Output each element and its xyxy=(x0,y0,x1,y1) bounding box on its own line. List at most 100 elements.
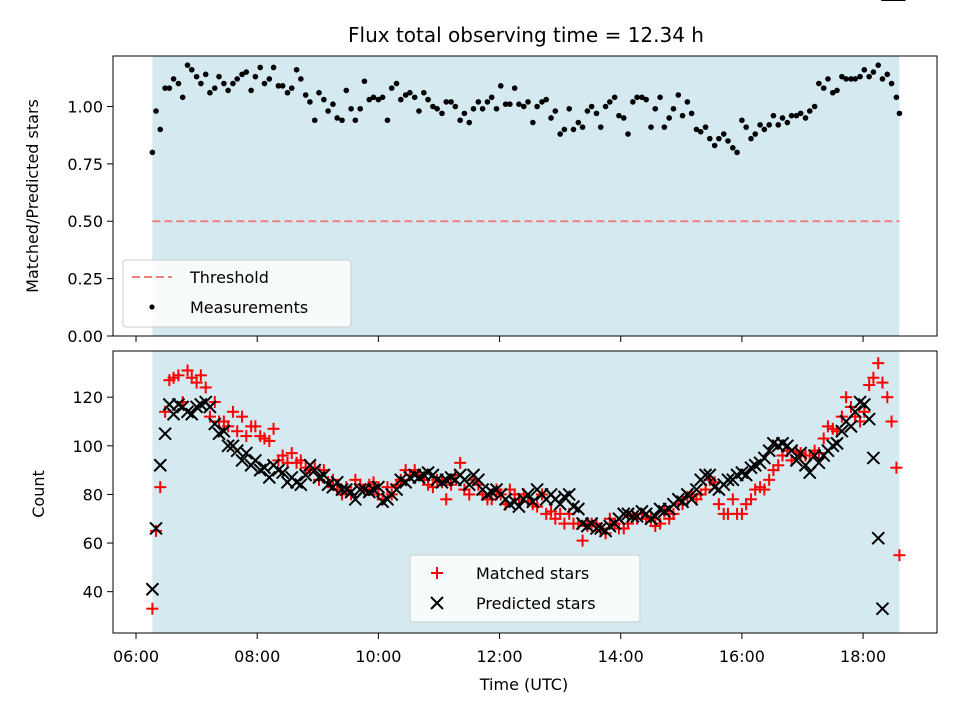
measurement-point xyxy=(221,80,227,87)
measurement-point xyxy=(730,145,736,151)
measurement-point xyxy=(179,94,186,101)
y-tick-label: 0.00 xyxy=(67,327,103,346)
matched-star-point xyxy=(308,461,321,474)
measurement-point xyxy=(797,110,804,117)
measurement-point xyxy=(316,89,322,96)
matched-star-point xyxy=(867,371,880,384)
measurement-point xyxy=(875,62,882,68)
predicted-star-point xyxy=(262,470,277,485)
y-tick-label: 60 xyxy=(83,534,103,553)
measurement-point xyxy=(607,99,613,105)
measurement-point xyxy=(652,105,659,112)
matched-star-point xyxy=(231,425,244,438)
measurement-point xyxy=(288,85,295,91)
measurement-point xyxy=(475,99,482,105)
predicted-star-point xyxy=(217,424,231,438)
measurement-point xyxy=(334,115,340,121)
measurement-point xyxy=(884,71,891,78)
measurement-point xyxy=(497,83,504,89)
predicted-star-point xyxy=(471,473,486,487)
measurement-point xyxy=(157,126,164,133)
bottom-axes-frame xyxy=(112,350,938,634)
predicted-star-point xyxy=(626,509,640,524)
predicted-star-point xyxy=(875,601,890,616)
measurement-point xyxy=(666,115,672,121)
x-tick-label: 12:00 xyxy=(476,647,522,666)
measurement-point xyxy=(357,105,364,112)
measurement-point xyxy=(806,108,813,114)
predicted-star-point xyxy=(294,477,308,492)
measurement-point xyxy=(857,73,863,80)
predicted-star-point xyxy=(235,453,249,468)
matched-star-point xyxy=(276,449,289,462)
measurement-point xyxy=(543,96,550,103)
measurement-point xyxy=(630,99,636,105)
measurement-point xyxy=(843,76,849,82)
predicted-star-point xyxy=(149,521,163,536)
measurement-point xyxy=(588,103,595,110)
measurement-point xyxy=(520,103,527,110)
measurement-point xyxy=(620,115,627,121)
matched-star-point xyxy=(285,447,298,460)
measurement-point xyxy=(175,80,182,87)
measurement-point xyxy=(770,112,777,119)
matched-star-point xyxy=(872,357,885,370)
measurement-point xyxy=(234,76,241,82)
bottom-y-axis-label: Count xyxy=(29,470,48,518)
top-y-ticks: 0.00 0.25 0.50 0.75 1.00 xyxy=(67,97,113,346)
y-tick-label: 1.00 xyxy=(67,97,103,116)
measurement-point xyxy=(716,135,722,142)
matched-star-point xyxy=(858,405,871,418)
measurement-point xyxy=(811,103,818,110)
measurements-series xyxy=(149,62,903,156)
measurement-point xyxy=(402,92,409,98)
measurement-point xyxy=(330,101,336,107)
measurement-point xyxy=(461,110,468,117)
measurement-point xyxy=(230,80,236,87)
predicted-star-point xyxy=(844,419,858,434)
measurement-point xyxy=(493,105,500,112)
x-axis-label: Time (UTC) xyxy=(479,675,568,694)
measurement-point xyxy=(370,94,377,101)
matched-star-point xyxy=(463,488,476,501)
measurement-point xyxy=(866,73,872,80)
predicted-legend-label: Predicted stars xyxy=(476,594,596,613)
predicted-star-point xyxy=(145,582,160,596)
measurement-point xyxy=(706,135,713,142)
measurement-point xyxy=(302,92,309,98)
measurement-point xyxy=(279,83,286,89)
measurement-point xyxy=(439,110,445,117)
measurement-point xyxy=(548,115,554,121)
measurement-point xyxy=(311,117,318,124)
predicted-star-point xyxy=(275,465,290,480)
predicted-star-point xyxy=(812,456,826,470)
measurement-point xyxy=(162,85,168,91)
measurement-point xyxy=(788,112,795,119)
predicted-star-point xyxy=(248,453,263,468)
matched-star-point xyxy=(812,447,825,460)
predicted-star-point xyxy=(371,480,386,494)
matched-star-point xyxy=(863,379,876,392)
measurement-point xyxy=(193,73,200,80)
predicted-stars-series xyxy=(145,0,906,616)
predicted-star-point xyxy=(166,407,181,421)
matched-star-point xyxy=(440,493,453,506)
measurement-point xyxy=(688,110,695,117)
measurement-point xyxy=(261,80,268,87)
measurement-point xyxy=(484,99,491,105)
predicted-star-point xyxy=(721,473,735,487)
measurement-point xyxy=(243,69,250,75)
measurement-point xyxy=(507,101,513,107)
threshold-legend-label: Threshold xyxy=(189,268,269,287)
x-tick-label: 16:00 xyxy=(719,647,765,666)
bottom-x-ticks: 06:00 08:00 10:00 12:00 14:00 16:00 18:00 xyxy=(113,633,886,666)
y-tick-label: 120 xyxy=(72,388,103,407)
measurement-point xyxy=(252,73,259,80)
y-tick-label: 0.25 xyxy=(67,270,103,289)
predicted-star-point xyxy=(703,468,717,482)
matched-star-point xyxy=(203,410,216,423)
measurements-legend-swatch xyxy=(149,304,155,310)
matched-star-point xyxy=(181,364,194,377)
matched-star-point xyxy=(240,430,253,443)
matched-star-point xyxy=(154,481,167,494)
